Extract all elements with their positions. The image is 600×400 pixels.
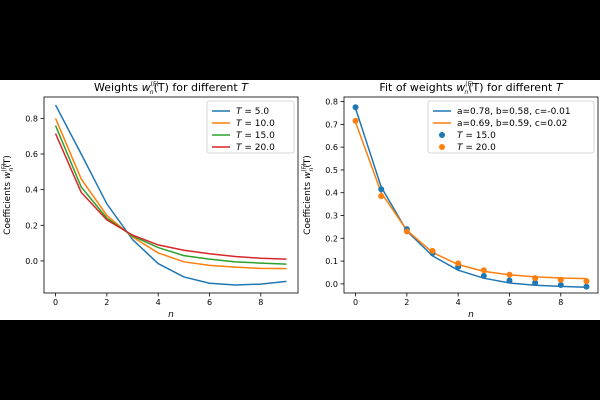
legend-label-3: T = 20.0 <box>236 143 275 153</box>
y-tick-label: 0.2 <box>325 234 338 243</box>
chart-title-1: Weights w(F) n(T) for different T <box>94 81 249 96</box>
legend-label-3: T = 20.0 <box>457 143 496 153</box>
point-T20-0 <box>429 247 436 254</box>
y-tick-label: 0.4 <box>25 186 38 195</box>
legend: T = 5.0 T = 10.0 T = 15.0 T = 20.0 <box>206 100 295 154</box>
point-T20-0 <box>532 275 539 282</box>
x-axis-label: n <box>168 310 174 320</box>
point-T20-0 <box>352 117 359 124</box>
legend-label-1: a=0.69, b=0.59, c=0.02 <box>457 119 567 129</box>
legend-box <box>427 100 595 154</box>
point-T20-0 <box>480 267 487 274</box>
point-T15-0 <box>378 186 385 193</box>
figure-panel: 0 2 4 6 8 0.0 0.2 0.4 0.6 0.8 n T = 5.0 T = 10.0 T = … <box>0 80 600 320</box>
x-tick-label: 0 <box>353 298 358 307</box>
point-T20-0 <box>583 278 590 285</box>
legend-label-2: T = 15.0 <box>236 131 275 141</box>
y-axis-label-1: Coefficients w(F)n(T) <box>1 155 15 235</box>
point-T20-0 <box>557 276 564 283</box>
legend: a=0.78, b=0.58, c=-0.01 a=0.69, b=0.59, c… <box>427 100 595 154</box>
x-tick-label: 4 <box>456 298 461 307</box>
figure-svg: 0 2 4 6 80.00.20.40.60.8nT = 5.0T = 10.0T = … <box>1 81 599 320</box>
point-T15-0 <box>557 282 564 289</box>
point-T20-0 <box>455 260 462 267</box>
point-T15-0 <box>352 104 359 111</box>
y-tick-label: 0.4 <box>325 189 338 198</box>
y-tick-label: 0.0 <box>325 280 338 289</box>
y-axis-label-2: Coefficients w(F)n(T) <box>301 155 315 235</box>
point-T15-0 <box>583 283 590 290</box>
y-tick-label: 0.3 <box>325 212 338 221</box>
point-T20-0 <box>506 271 513 278</box>
axes-frame <box>343 96 599 294</box>
x-tick-label: 8 <box>258 298 263 307</box>
legend-marker-3 <box>439 144 445 150</box>
point-T15-0 <box>506 277 513 284</box>
chart-title-2: Fit of weights w(F) n(T) for different T <box>379 81 563 96</box>
x-tick-label: 0 <box>53 298 58 307</box>
fit-line-0 <box>354 108 587 289</box>
point-T20-0 <box>378 193 385 200</box>
legend-label-0: T = 5.0 <box>236 107 269 117</box>
fit-line-1 <box>354 121 587 280</box>
y-tick-label: 0.8 <box>25 114 38 123</box>
series-line-20-0 <box>54 133 287 260</box>
y-tick-label: 0.6 <box>25 150 38 159</box>
point-T15-0 <box>532 279 539 286</box>
series-line-5-0 <box>54 104 287 286</box>
y-tick-label: 0.7 <box>325 120 338 129</box>
legend-label-2: T = 15.0 <box>457 131 496 141</box>
x-axis-label: n <box>468 310 474 320</box>
series-line-15-0 <box>54 125 287 265</box>
x-tick-label: 4 <box>156 298 161 307</box>
y-tick-label: 0.1 <box>325 257 338 266</box>
x-tick-label: 2 <box>104 298 109 307</box>
point-T20-0 <box>403 228 410 235</box>
legend-label-1: T = 10.0 <box>236 119 275 129</box>
chart-2: 0 2 4 6 8 0.0 0.1 0.2 0.3 0.4 0.5 0.6 0.7 0.8 n a=0.78,… <box>325 96 599 320</box>
x-tick-label: 6 <box>507 298 512 307</box>
x-tick-label: 8 <box>558 298 563 307</box>
chart-1: 0 2 4 6 80.00.20.40.60.8nT = 5.0T = 10.0T = … <box>25 96 299 320</box>
x-tick-label: 6 <box>207 298 212 307</box>
y-tick-label: 0.6 <box>325 143 338 152</box>
axes-frame <box>43 96 299 294</box>
legend-marker-2 <box>439 132 445 138</box>
y-tick-label: 0.2 <box>25 221 38 230</box>
x-tick-label: 2 <box>404 298 409 307</box>
point-T15-0 <box>480 272 487 279</box>
y-tick-label: 0.8 <box>325 98 338 107</box>
y-tick-label: 0.0 <box>25 257 38 266</box>
series-line-10-0 <box>54 118 287 270</box>
legend-box <box>206 100 295 154</box>
y-tick-label: 0.5 <box>325 166 338 175</box>
legend-label-0: a=0.78, b=0.58, c=-0.01 <box>457 107 571 117</box>
